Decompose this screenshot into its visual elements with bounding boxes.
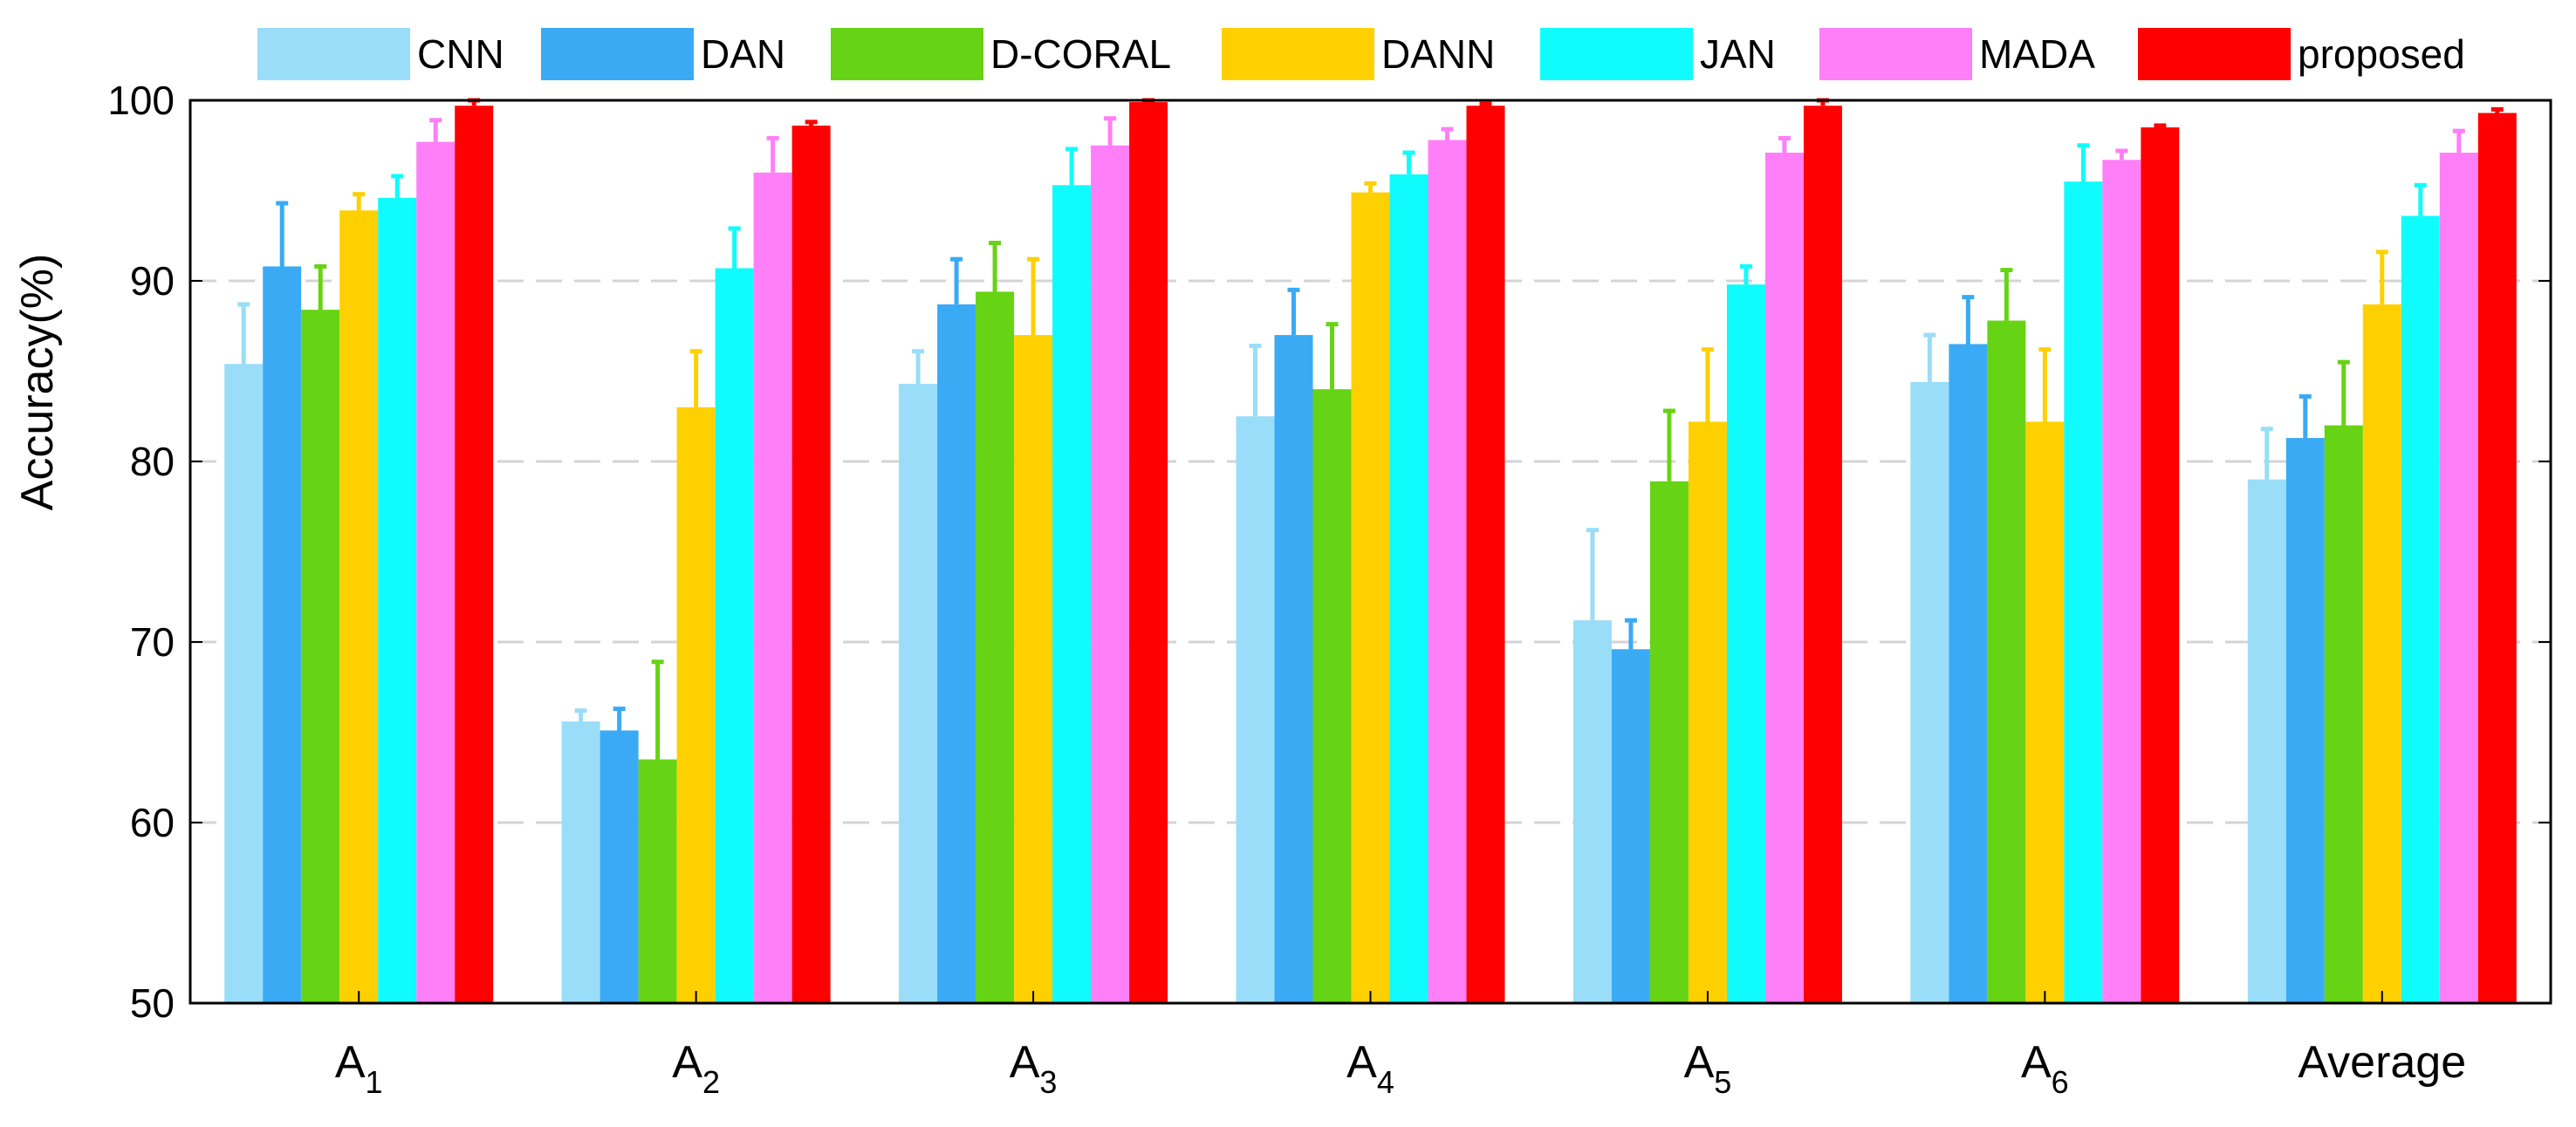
bar-dan-2 (599, 730, 639, 1003)
bar-cnn-4 (1236, 416, 1275, 1003)
bar-dann-3 (1014, 335, 1053, 1004)
bar-dann-4 (1351, 192, 1390, 1003)
bar-proposed-5 (1803, 106, 1842, 1004)
bar-cnn-3 (899, 383, 938, 1003)
legend-swatch-d-coral (831, 28, 983, 80)
bar-jan-6 (2064, 181, 2103, 1003)
bar-mada-4 (1428, 140, 1467, 1004)
bar-proposed-3 (1129, 102, 1168, 1004)
x-tick-label-base: A (335, 1037, 366, 1088)
x-tick-label-subscript: 4 (1377, 1064, 1394, 1100)
bar-d-coral-5 (1649, 481, 1689, 1003)
bar-dan-5 (1611, 649, 1650, 1003)
bar-jan-5 (1726, 284, 1765, 1003)
bar-mada-1 (416, 141, 456, 1004)
y-tick-label: 50 (130, 980, 175, 1026)
x-tick-label: A1 (335, 1037, 383, 1100)
bar-jan-4 (1389, 174, 1428, 1003)
legend-swatch-dan (541, 28, 694, 80)
x-tick-label: A4 (1346, 1037, 1394, 1100)
y-axis-label: Accuracy(%) (12, 254, 63, 511)
x-axis-ticks: A1 A2 A3 A4 A5 A6 Average (335, 991, 2466, 1100)
x-tick-label-base: A (1684, 1037, 1715, 1088)
x-tick-label: Average (2298, 1037, 2466, 1088)
legend-swatch-cnn (257, 28, 410, 80)
bar-d-coral-1 (301, 310, 340, 1003)
bar-cnn-5 (1572, 620, 1612, 1003)
bar-jan-2 (715, 268, 754, 1003)
bar-dann-6 (2025, 421, 2065, 1004)
bar-jan-7 (2401, 215, 2440, 1004)
legend-label-cnn: CNN (417, 31, 504, 77)
legend-label-proposed: proposed (2298, 31, 2465, 77)
bar-mada-2 (753, 172, 792, 1004)
bar-dann-2 (676, 406, 716, 1003)
legend-swatch-mada (1819, 28, 1972, 80)
bar-proposed-2 (791, 125, 831, 1004)
bar-d-coral-6 (1987, 320, 2026, 1003)
x-tick-label-subscript: 2 (702, 1064, 720, 1100)
x-tick-label-base: A (672, 1037, 702, 1088)
y-tick-label: 70 (130, 619, 175, 665)
bar-cnn-7 (2247, 479, 2286, 1003)
bar-dan-7 (2285, 438, 2325, 1004)
bar-cnn-6 (1910, 381, 1949, 1003)
x-tick-label-base: A (2021, 1037, 2052, 1088)
bar-d-coral-7 (2324, 425, 2363, 1004)
bar-cnn-2 (561, 721, 600, 1003)
legend-label-d-coral: D-CORAL (990, 31, 1171, 77)
legend-swatch-proposed (2138, 28, 2291, 80)
bar-mada-7 (2439, 153, 2478, 1003)
legend-swatch-dann (1222, 28, 1374, 80)
x-tick-label: A6 (2021, 1037, 2069, 1100)
x-tick-label-subscript: 3 (1039, 1064, 1057, 1100)
legend-swatch-jan (1540, 28, 1693, 80)
bar-dan-4 (1274, 335, 1313, 1004)
bar-cnn-1 (224, 364, 264, 1004)
x-tick-label-subscript: 1 (366, 1064, 383, 1100)
bars (224, 98, 2517, 1004)
x-tick-label: A5 (1684, 1037, 1732, 1100)
x-tick-label-base: A (1346, 1037, 1377, 1088)
x-tick-label-base: A (1010, 1037, 1040, 1088)
bar-dann-7 (2362, 304, 2401, 1003)
bar-dan-6 (1949, 344, 1988, 1003)
bar-d-coral-4 (1312, 389, 1352, 1003)
y-tick-label: 60 (130, 800, 175, 845)
x-tick-label-subscript: 6 (2052, 1064, 2069, 1100)
bar-dan-3 (937, 304, 976, 1003)
bar-proposed-1 (455, 106, 494, 1004)
bar-dann-1 (339, 210, 379, 1003)
legend-label-mada: MADA (1979, 31, 2095, 77)
legend-label-dann: DANN (1381, 31, 1495, 77)
x-tick-label: A3 (1010, 1037, 1058, 1100)
x-tick-label-base: Average (2298, 1037, 2466, 1088)
bar-jan-3 (1052, 185, 1092, 1004)
legend-label-jan: JAN (1700, 31, 1776, 77)
bar-dann-5 (1688, 421, 1727, 1004)
bar-dan-1 (263, 266, 302, 1003)
legend-label-dan: DAN (701, 31, 785, 77)
bar-proposed-7 (2477, 113, 2517, 1004)
bar-mada-6 (2102, 160, 2141, 1003)
bar-mada-3 (1091, 145, 1130, 1003)
bar-proposed-6 (2141, 127, 2180, 1004)
legend: CNN DAN D-CORAL DANN JAN MADA proposed (257, 28, 2465, 80)
y-tick-label: 90 (130, 258, 175, 304)
bar-proposed-4 (1466, 106, 1505, 1004)
x-tick-label-subscript: 5 (1714, 1064, 1731, 1100)
y-tick-label: 100 (107, 78, 175, 123)
bar-d-coral-3 (976, 291, 1015, 1003)
x-tick-label: A2 (672, 1037, 720, 1100)
bar-jan-1 (378, 197, 417, 1003)
bar-d-coral-2 (638, 759, 677, 1003)
y-tick-label: 80 (130, 439, 175, 484)
bar-mada-5 (1764, 153, 1804, 1003)
y-axis-ticks: 50 60 70 80 90 100 (107, 78, 2551, 1026)
